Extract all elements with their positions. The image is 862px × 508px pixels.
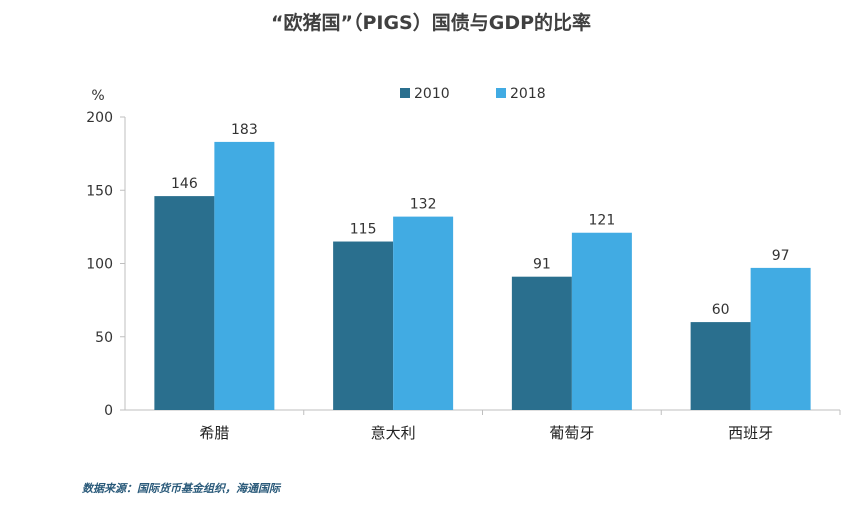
legend-label: 2018 (510, 86, 546, 102)
bar-2018 (750, 267, 811, 410)
x-category-label: 希腊 (199, 424, 229, 442)
bar-value-label: 121 (589, 213, 616, 229)
y-tick-label: 150 (86, 183, 113, 199)
legend-swatch-2018 (496, 88, 506, 98)
y-tick-label: 200 (86, 110, 113, 126)
bar-2010 (154, 196, 215, 410)
legend-swatch-2010 (400, 88, 410, 98)
y-axis-unit-label: % (91, 88, 104, 104)
bar-value-label: 60 (712, 302, 730, 318)
chart-title: “欧猪国”（PIGS）国债与GDP的比率 (270, 12, 592, 34)
bar-2010 (511, 276, 572, 410)
bar-value-label: 115 (350, 222, 377, 238)
bar-2018 (393, 216, 454, 410)
y-tick-label: 100 (86, 257, 113, 273)
data-source-note: 数据来源：国际货币基金组织，海通国际 (82, 482, 280, 495)
bar-2010 (690, 322, 751, 410)
legend-label: 2010 (414, 86, 450, 102)
bar-value-label: 132 (410, 197, 437, 213)
y-tick-label: 50 (95, 330, 113, 346)
bar-value-label: 97 (772, 248, 790, 264)
bar-2018 (571, 232, 632, 410)
bar-value-label: 146 (171, 176, 198, 192)
x-category-label: 意大利 (371, 424, 416, 442)
bar-value-label: 91 (533, 257, 551, 273)
y-tick-label: 0 (104, 403, 113, 419)
bar-2010 (333, 241, 394, 410)
x-category-label: 葡萄牙 (549, 424, 594, 442)
bar-value-label: 183 (231, 122, 258, 138)
bar-2018 (214, 141, 275, 410)
x-category-label: 西班牙 (728, 424, 773, 442)
